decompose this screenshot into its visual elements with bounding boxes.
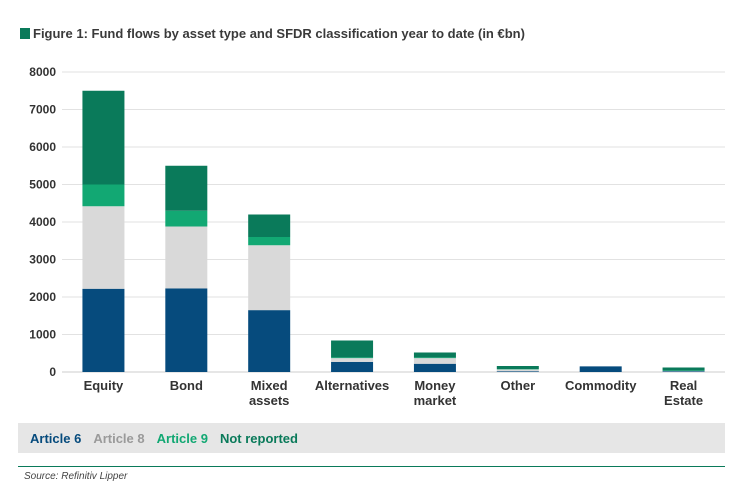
bar-segment-not-reported [413,352,456,358]
bar-segment-article-6 [331,361,374,372]
legend-article-6: Article 6 [30,430,82,446]
bar-segment-article-6 [82,288,125,372]
bar-segment-not-reported [165,165,208,211]
y-tick-label: 8000 [29,65,56,79]
y-tick-label: 6000 [29,140,56,154]
bar-segment-article-6 [662,371,705,372]
x-tick-label: Alternatives [315,378,389,393]
bar-segment-article-9 [82,184,125,207]
y-tick-label: 2000 [29,290,56,304]
bar-segment-not-reported [662,367,705,371]
y-tick-label: 5000 [29,178,56,192]
legend-article-9: Article 9 [156,430,208,446]
x-tick-label: Other [500,378,535,393]
bar-segment-article-8 [331,358,374,362]
x-tick-label: Equity [84,378,124,393]
source-note: Source: Refinitiv Lipper [24,471,128,482]
x-tick-label: Real [670,378,697,393]
bar-segment-article-6 [413,363,456,372]
bar-segment-article-8 [248,245,291,311]
bar-segment-article-6 [165,288,208,372]
bar-segment-article-8 [496,369,539,372]
title-marker [20,28,30,39]
y-tick-label: 1000 [29,328,56,342]
x-tick-label: Mixed [251,378,288,393]
legend-not-reported: Not reported [219,430,298,446]
x-tick-label: Bond [170,378,203,393]
x-tick-label: Commodity [565,378,637,393]
bar-chart: 0 1000 2000 3000 4000 5000 6000 7000 8000 Equity B… [29,65,725,408]
bar-segment-article-9 [413,357,456,359]
legend-article-8: Article 8 [93,430,145,446]
y-tick-label: 4000 [29,215,56,229]
divider [18,466,725,467]
bar-segment-article-9 [165,210,208,227]
bar-segment-article-9 [248,237,291,246]
bar-segment-not-reported [331,340,374,358]
x-tick-label: market [414,393,457,408]
bar-segment-not-reported [496,366,539,369]
bar-segment-article-8 [82,206,125,289]
bar-segment-article-8 [165,226,208,289]
chart-title: Figure 1: Fund flows by asset type and S… [20,26,525,41]
bar-segment-article-8 [413,358,456,364]
x-tick-label: Estate [664,393,703,408]
bar-segment-not-reported [82,90,125,185]
y-tick-label: 7000 [29,103,56,117]
chart-title-text: Figure 1: Fund flows by asset type and S… [33,26,525,41]
bar-segment-article-6 [496,371,539,372]
x-tick-label: Money [414,378,456,393]
bar-segment-not-reported [248,214,291,237]
legend: Article 6 Article 8 Article 9 Not report… [18,423,725,453]
y-tick-label: 0 [49,365,56,379]
bar-segment-article-6 [248,310,291,372]
x-tick-label: assets [249,393,289,408]
bar-segment-article-6 [579,366,622,372]
y-tick-label: 3000 [29,253,56,267]
bar-segment-article-9 [331,357,374,359]
